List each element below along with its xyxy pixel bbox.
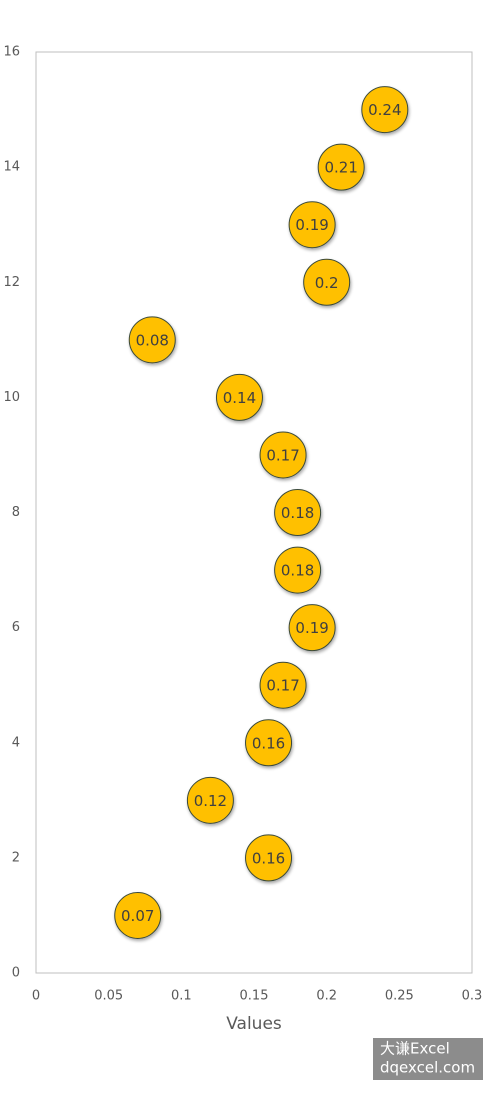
data-label: 0.18 [281, 504, 314, 522]
y-tick-label: 4 [12, 735, 20, 750]
data-label: 0.24 [368, 101, 401, 119]
marker [361, 86, 409, 134]
y-tick-label: 6 [12, 620, 20, 635]
y-tick-label: 2 [12, 850, 20, 865]
x-axis-label: Values [226, 1014, 282, 1034]
marker [245, 834, 293, 882]
x-tick-label: 0.25 [385, 989, 414, 1004]
x-tick-label: 0.2 [316, 989, 337, 1004]
data-label: 0.12 [194, 792, 227, 810]
x-tick-label: 0.05 [94, 989, 123, 1004]
marker [114, 891, 162, 939]
y-tick-label: 0 [12, 966, 20, 981]
marker [215, 373, 263, 421]
marker [303, 258, 351, 306]
x-tick-label: 0.1 [171, 989, 192, 1004]
y-tick-label: 16 [3, 45, 20, 60]
y-tick-label: 14 [3, 160, 20, 175]
data-label: 0.16 [252, 849, 285, 867]
marker [274, 546, 322, 594]
y-tick-label: 8 [12, 505, 20, 520]
data-label: 0.17 [266, 446, 299, 464]
data-label: 0.21 [324, 159, 357, 177]
data-label: 0.07 [121, 907, 154, 925]
data-label: 0.17 [266, 677, 299, 695]
x-tick-label: 0 [32, 989, 40, 1004]
marker [288, 604, 336, 652]
data-label: 0.16 [252, 734, 285, 752]
y-tick-label: 10 [3, 390, 20, 405]
watermark-box [373, 1038, 483, 1080]
data-label: 0.2 [315, 274, 339, 292]
watermark: 大谦Excel [380, 1040, 450, 1058]
marker [128, 316, 176, 364]
marker [245, 719, 293, 767]
data-label: 0.08 [136, 331, 169, 349]
marker [186, 776, 234, 824]
x-tick-label: 0.3 [462, 989, 483, 1004]
data-label: 0.19 [295, 216, 328, 234]
marker [259, 431, 307, 479]
marker [274, 489, 322, 536]
y-tick-label: 12 [3, 275, 20, 290]
x-tick-label: 0.15 [240, 989, 269, 1004]
marker [259, 661, 307, 709]
watermark: dqexcel.com [380, 1059, 475, 1077]
data-label: 0.18 [281, 562, 314, 580]
marker [317, 143, 365, 191]
marker [288, 201, 336, 249]
data-label: 0.19 [295, 619, 328, 637]
data-label: 0.14 [223, 389, 256, 407]
